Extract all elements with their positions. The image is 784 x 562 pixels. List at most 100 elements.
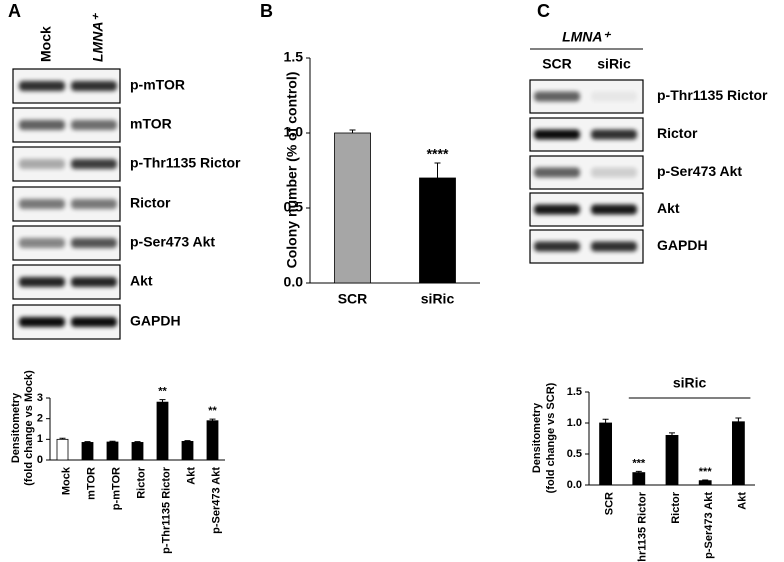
blot-label: p-Thr1135 Rictor bbox=[657, 87, 768, 103]
blot-band bbox=[19, 317, 65, 327]
blot-band bbox=[71, 199, 117, 209]
blot-band bbox=[71, 277, 117, 287]
significance: ** bbox=[208, 405, 217, 417]
lane-label: siRic bbox=[597, 56, 631, 72]
x-tick-label: SCR bbox=[338, 291, 368, 307]
bar bbox=[81, 442, 94, 461]
bar bbox=[131, 442, 144, 461]
blot-band bbox=[534, 167, 580, 178]
error-bar bbox=[602, 418, 609, 423]
y-tick-label: 2 bbox=[37, 413, 43, 425]
blot-band bbox=[19, 238, 65, 248]
x-tick-label: Rictor bbox=[670, 491, 682, 524]
x-tick-label: Mock bbox=[60, 466, 72, 495]
bar bbox=[106, 441, 119, 461]
blot-label: Akt bbox=[130, 273, 153, 289]
panel-letter: B bbox=[260, 1, 273, 21]
y-axis-label: Colony number (% of control) bbox=[284, 72, 300, 269]
blot-label: GAPDH bbox=[130, 313, 181, 329]
bar bbox=[419, 177, 456, 284]
blot-label: Akt bbox=[657, 200, 680, 216]
blot-band bbox=[19, 81, 65, 91]
blot-band bbox=[534, 204, 580, 215]
blot-label: mTOR bbox=[130, 116, 172, 132]
bar bbox=[732, 421, 745, 486]
error-bar bbox=[669, 432, 675, 436]
x-tick-label: Akt bbox=[736, 492, 748, 510]
y-tick-label: 1.5 bbox=[284, 49, 304, 65]
blot-label: GAPDH bbox=[657, 237, 708, 253]
panel-letter: C bbox=[537, 1, 550, 21]
significance: *** bbox=[699, 466, 713, 478]
bar-chart: 0.0 0.5 1.0 1.5 Densitometry (fold change vs … bbox=[531, 375, 755, 562]
x-tick-label: siRic bbox=[421, 291, 455, 307]
y-tick-label: 0.5 bbox=[567, 448, 582, 460]
blot-band bbox=[534, 91, 580, 102]
error-bar bbox=[434, 162, 441, 178]
blot-band bbox=[591, 204, 637, 215]
blot-band bbox=[19, 159, 65, 169]
x-tick-label: Akt bbox=[185, 467, 197, 485]
blot-label: Rictor bbox=[130, 195, 171, 211]
y-tick-label: 3 bbox=[37, 392, 43, 404]
error-bar bbox=[134, 441, 141, 443]
blot-band bbox=[71, 317, 117, 327]
bar bbox=[632, 472, 646, 486]
bar bbox=[334, 132, 371, 284]
bar bbox=[206, 420, 219, 461]
blot-band bbox=[591, 241, 637, 252]
bar bbox=[599, 422, 612, 486]
bar bbox=[156, 401, 169, 461]
error-bar bbox=[184, 440, 191, 442]
y-tick-label: 1.0 bbox=[284, 124, 304, 140]
error-bar bbox=[349, 129, 356, 133]
y-tick-label: 1.5 bbox=[567, 386, 582, 398]
blot-band bbox=[71, 81, 117, 91]
x-tick-label: p-mTOR bbox=[110, 467, 122, 510]
blot-band bbox=[19, 277, 65, 287]
x-tick-label: SCR bbox=[604, 492, 616, 515]
y-axis-label: (fold change vs Mock) bbox=[23, 370, 35, 486]
y-tick-label: 0.5 bbox=[284, 199, 304, 215]
lane-label: SCR bbox=[542, 56, 572, 72]
bar bbox=[665, 434, 679, 486]
x-tick-label: p-Ser473 Akt bbox=[210, 467, 222, 534]
y-axis-label: Densitometry bbox=[10, 392, 22, 463]
blot-label: p-Ser473 Akt bbox=[657, 163, 742, 179]
blot-band bbox=[534, 241, 580, 252]
blot-label: Rictor bbox=[657, 125, 698, 141]
error-bar bbox=[59, 437, 66, 440]
error-bar bbox=[735, 417, 742, 422]
y-axis-label: Densitometry bbox=[531, 402, 543, 473]
x-tick-label: Rictor bbox=[135, 466, 147, 499]
lane-label: Mock bbox=[38, 26, 54, 62]
bar-chart: 0 1 2 3 Densitometry (fold change vs Mock) Moc… bbox=[10, 370, 225, 554]
blot-band bbox=[591, 167, 637, 178]
x-tick-label: p-Thr1135 Rictor bbox=[160, 466, 172, 554]
blot-band bbox=[591, 129, 637, 140]
bar bbox=[698, 480, 712, 486]
y-tick-label: 1.0 bbox=[567, 417, 582, 429]
bar bbox=[181, 440, 194, 461]
bracket-label: siRic bbox=[673, 375, 707, 391]
y-tick-label: 0.0 bbox=[284, 274, 304, 290]
x-tick-label: p-Ser473 Akt bbox=[703, 492, 715, 559]
y-tick-label: 0.0 bbox=[567, 479, 582, 491]
panel-letter: A bbox=[8, 1, 21, 21]
blot-band bbox=[71, 238, 117, 248]
blot-band bbox=[19, 199, 65, 209]
x-tick-label: mTOR bbox=[85, 467, 97, 500]
y-tick-label: 1 bbox=[37, 433, 43, 445]
blot-label: p-Thr1135 Rictor bbox=[130, 155, 241, 171]
blot-label: p-mTOR bbox=[130, 77, 185, 93]
lane-label: LMNA⁺ bbox=[90, 13, 106, 62]
lane-header: LMNA⁺ bbox=[562, 29, 611, 45]
blot-band bbox=[591, 91, 637, 102]
significance: *** bbox=[632, 457, 646, 469]
error-bar bbox=[84, 441, 91, 443]
bar-chart: 0.0 0.5 1.0 1.5 Colony number (% of control)… bbox=[284, 49, 480, 307]
bar bbox=[56, 438, 69, 461]
y-axis-label: (fold change vs SCR) bbox=[545, 382, 557, 493]
blot-band bbox=[71, 159, 117, 169]
